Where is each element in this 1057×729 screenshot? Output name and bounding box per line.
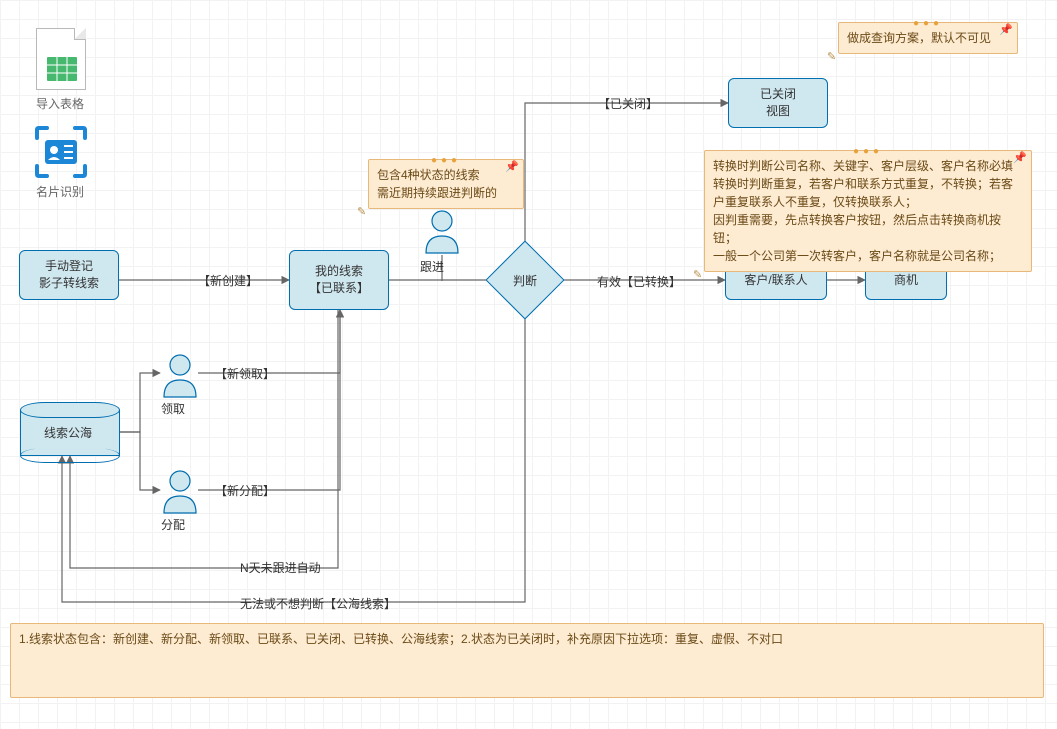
- note-dots-icon: ●●●: [853, 144, 883, 159]
- edge-label-new-assign: 【新分配】: [215, 482, 275, 499]
- edge-label-cannot: 无法或不想判断【公海线索】: [240, 595, 396, 612]
- note-convert-rules: ●●● 📌 转换时判断公司名称、关键字、客户层级、客户名称必填转换时判断重复，若…: [704, 150, 1032, 272]
- footer-note: 1.线索状态包含：新创建、新分配、新领取、已联系、已关闭、已转换、公海线索；2.…: [10, 623, 1044, 698]
- actor-receive-label: 领取: [161, 400, 185, 417]
- node-manual-entry: 手动登记 影子转线索: [19, 250, 119, 300]
- edge-label-new-create: 【新创建】: [198, 272, 258, 289]
- actor-assign-icon: [161, 468, 199, 514]
- actor-receive-icon: [161, 352, 199, 398]
- note-convert-rules-text: 转换时判断公司名称、关键字、客户层级、客户名称必填转换时判断重复，若客户和联系方…: [713, 159, 1013, 263]
- card-scan-icon: [35, 126, 87, 182]
- pencil-icon: ✎: [693, 267, 702, 284]
- note-dots-icon: ●●●: [913, 16, 943, 31]
- node-closed-view: 已关闭 视图: [728, 78, 828, 128]
- flowchart-canvas: 导入表格 名片识别 手动登记 影子转线索 我的线索 【已联系】 判断 已关闭 视…: [0, 0, 1057, 729]
- pin-icon: 📌: [999, 22, 1013, 39]
- pin-icon: 📌: [505, 159, 519, 176]
- actor-assign-label: 分配: [161, 516, 185, 533]
- note-dots-icon: ●●●: [431, 153, 461, 168]
- node-lead-pool-label: 线索公海: [44, 424, 92, 441]
- edge-label-new-receive: 【新领取】: [215, 365, 275, 382]
- actor-follow-label: 跟进: [420, 258, 444, 275]
- import-spreadsheet-icon: [36, 28, 86, 90]
- edge-label-closed: 【已关闭】: [598, 95, 658, 112]
- note-query-plan-text: 做成查询方案，默认不可见: [847, 31, 991, 45]
- pencil-icon: ✎: [827, 49, 836, 66]
- card-scan-caption: 名片识别: [36, 183, 84, 200]
- edges-layer: [0, 0, 1057, 729]
- actor-follow-icon: [423, 208, 461, 254]
- pin-icon: 📌: [1013, 150, 1027, 167]
- import-spreadsheet-caption: 导入表格: [36, 95, 84, 112]
- edge-label-valid: 有效【已转换】: [597, 273, 681, 290]
- footer-note-text: 1.线索状态包含：新创建、新分配、新领取、已联系、已关闭、已转换、公海线索；2.…: [19, 632, 783, 646]
- pencil-icon: ✎: [357, 204, 366, 221]
- edge-label-auto-return: N天未跟进自动: [240, 559, 321, 576]
- node-my-leads: 我的线索 【已联系】: [289, 250, 389, 310]
- note-four-states-text: 包含4种状态的线索需近期持续跟进判断的: [377, 168, 497, 200]
- note-four-states: ●●● 📌 包含4种状态的线索需近期持续跟进判断的 ✎: [368, 159, 524, 209]
- node-decision-label: 判断: [513, 272, 537, 289]
- note-query-plan: ●●● 📌 做成查询方案，默认不可见 ✎: [838, 22, 1018, 54]
